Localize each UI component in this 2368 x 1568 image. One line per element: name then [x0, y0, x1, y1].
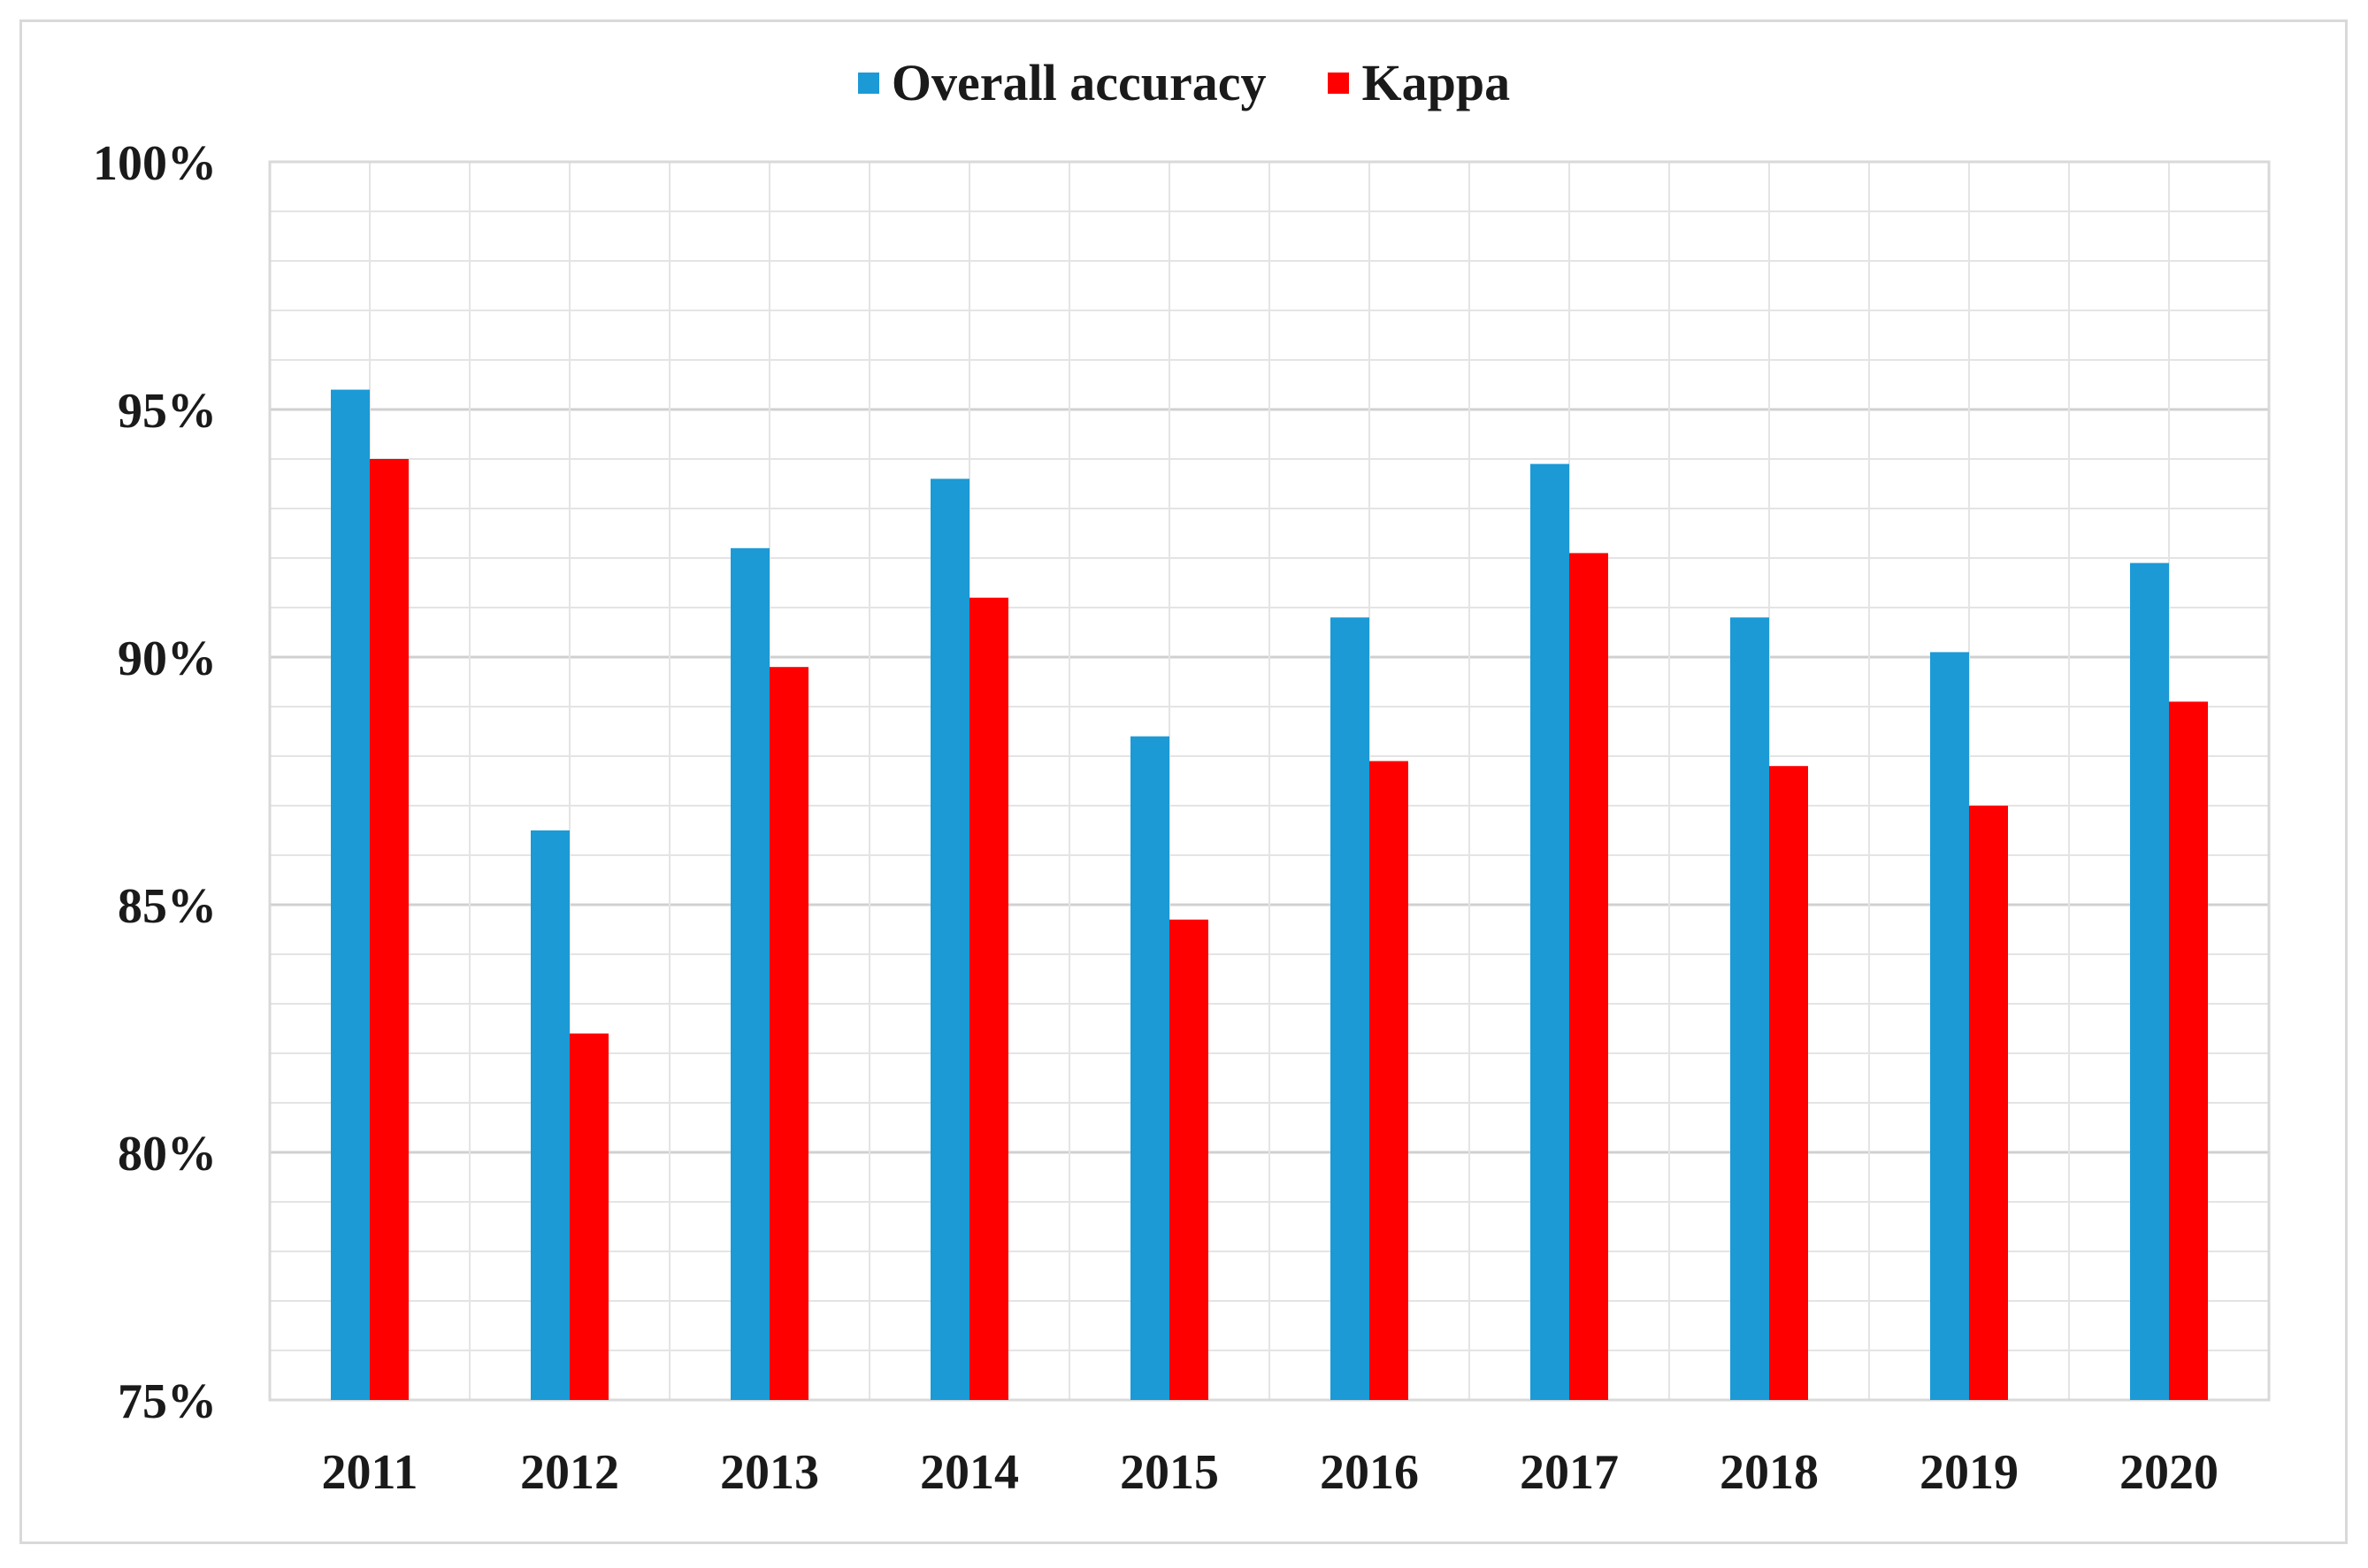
bar-kappa-2015	[1169, 919, 1208, 1400]
x-tick-label-2012: 2012	[520, 1445, 619, 1500]
y-tick-label-95: 95%	[118, 384, 217, 439]
legend-item-overall-accuracy: Overall accuracy	[857, 53, 1267, 112]
legend-label-overall-accuracy: Overall accuracy	[891, 54, 1267, 111]
bar-overall-accuracy-2015	[1130, 736, 1169, 1400]
bar-overall-accuracy-2013	[731, 547, 770, 1400]
x-tick-label-2014: 2014	[920, 1445, 1019, 1500]
bar-overall-accuracy-2012	[531, 830, 570, 1400]
x-tick-label-2016: 2016	[1320, 1445, 1419, 1500]
bar-overall-accuracy-2019	[1930, 652, 1969, 1400]
bar-kappa-2016	[1369, 761, 1408, 1400]
legend: Overall accuracy Kappa	[0, 53, 2368, 112]
y-tick-label-75: 75%	[118, 1374, 217, 1429]
axes: 2011 2012 2013 2014 2015 2016 2017 2018 2019 2020…	[93, 136, 2219, 1500]
bar-overall-accuracy-2014	[931, 478, 969, 1400]
bar-kappa-2019	[1969, 806, 2008, 1400]
bar-kappa-2011	[370, 459, 409, 1400]
x-tick-label-2011: 2011	[322, 1445, 418, 1500]
legend-label-kappa: Kappa	[1361, 54, 1511, 111]
bar-kappa-2018	[1769, 766, 1808, 1400]
bar-kappa-2017	[1569, 553, 1608, 1400]
bar-overall-accuracy-2018	[1730, 617, 1769, 1400]
bar-overall-accuracy-2017	[1530, 463, 1569, 1400]
x-tick-label-2019: 2019	[1920, 1445, 2019, 1500]
x-tick-label-2018: 2018	[1720, 1445, 1819, 1500]
bar-overall-accuracy-2020	[2130, 562, 2169, 1400]
y-tick-label-80: 80%	[118, 1127, 217, 1182]
plot-area-border	[268, 160, 2271, 1402]
bar-kappa-2012	[570, 1033, 609, 1400]
x-tick-label-2013: 2013	[720, 1445, 819, 1500]
bar-kappa-2013	[770, 667, 808, 1400]
bar-overall-accuracy-2011	[331, 389, 370, 1401]
y-tick-label-90: 90%	[118, 631, 217, 686]
legend-swatch-overall-accuracy	[857, 72, 879, 94]
bars	[331, 389, 2208, 1401]
bar-overall-accuracy-2016	[1330, 617, 1369, 1400]
y-tick-label-85: 85%	[118, 879, 217, 934]
x-tick-label-2017: 2017	[1520, 1445, 1619, 1500]
bar-kappa-2020	[2169, 701, 2208, 1400]
x-tick-label-2020: 2020	[2119, 1445, 2219, 1500]
bar-kappa-2014	[969, 597, 1008, 1400]
legend-swatch-kappa	[1328, 72, 1350, 94]
y-tick-label-100: 100%	[93, 136, 217, 191]
x-tick-label-2015: 2015	[1120, 1445, 1219, 1500]
legend-item-kappa: Kappa	[1328, 53, 1510, 112]
